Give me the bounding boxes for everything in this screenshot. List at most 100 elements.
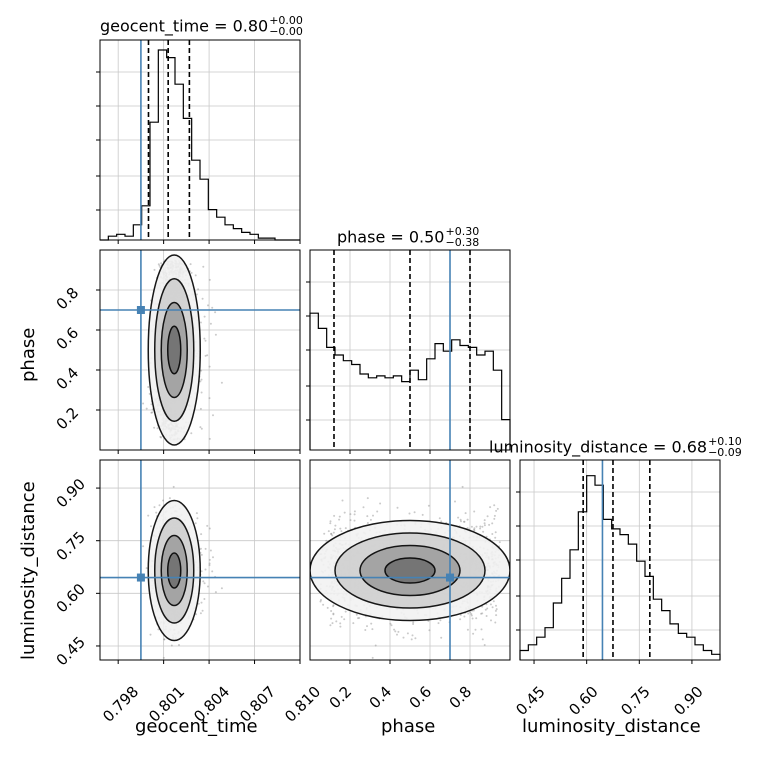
sample-point xyxy=(469,611,472,614)
sample-point xyxy=(490,619,492,622)
sample-point xyxy=(483,644,486,646)
sample-point xyxy=(364,629,367,631)
sample-point xyxy=(194,274,197,277)
sample-point xyxy=(358,617,361,619)
sample-point xyxy=(473,527,476,530)
axes-geocent_time-luminosity_distance xyxy=(99,459,301,661)
sample-point xyxy=(474,628,477,631)
sample-point xyxy=(207,585,209,588)
sample-point xyxy=(473,528,475,531)
sample-point xyxy=(427,504,430,507)
sample-point xyxy=(190,432,193,435)
sample-point xyxy=(162,499,165,502)
sample-point xyxy=(199,407,202,410)
sample-point xyxy=(366,515,369,518)
sample-point xyxy=(199,547,202,550)
scatter-phase-luminosity_distance xyxy=(310,485,510,671)
sample-point xyxy=(440,520,443,523)
sample-point xyxy=(203,315,206,318)
sample-point xyxy=(208,278,211,281)
sample-point xyxy=(189,263,192,266)
sample-point xyxy=(189,669,191,671)
sample-point xyxy=(208,397,211,400)
density-contour xyxy=(166,552,182,589)
sample-point xyxy=(369,518,372,521)
sample-point xyxy=(390,624,393,627)
sample-point xyxy=(495,604,497,607)
sample-point xyxy=(208,564,211,567)
sample-point xyxy=(197,288,200,291)
sample-point xyxy=(428,629,431,632)
sample-point xyxy=(467,612,470,615)
sample-point xyxy=(168,497,171,500)
sample-point xyxy=(480,612,483,615)
sample-point xyxy=(370,622,373,625)
sample-point xyxy=(332,605,335,608)
sample-point xyxy=(331,622,334,625)
sample-point xyxy=(178,644,180,646)
sample-point xyxy=(483,519,486,522)
sample-point xyxy=(211,306,214,309)
sample-point xyxy=(326,606,329,609)
sample-point xyxy=(338,518,341,521)
sample-point xyxy=(470,525,473,528)
sample-point xyxy=(204,568,207,571)
sample-point xyxy=(200,427,203,430)
sample-point xyxy=(147,386,150,388)
sample-point xyxy=(159,435,162,438)
sample-point xyxy=(333,528,336,531)
sample-point xyxy=(158,264,161,267)
sample-point xyxy=(329,624,332,627)
sample-point xyxy=(202,580,205,583)
sample-point xyxy=(208,562,211,565)
sample-point xyxy=(491,522,494,525)
sample-point xyxy=(329,522,332,525)
sample-point xyxy=(149,633,152,636)
sample-point xyxy=(413,511,416,514)
sample-point xyxy=(464,512,467,515)
sample-point xyxy=(481,612,484,615)
sample-point xyxy=(200,533,203,536)
sample-point xyxy=(417,669,419,671)
sample-point xyxy=(196,517,199,520)
sample-point xyxy=(486,515,489,518)
sample-point xyxy=(153,426,156,429)
sample-point xyxy=(402,636,405,639)
sample-point xyxy=(190,271,193,274)
sample-point xyxy=(454,500,456,503)
sample-point xyxy=(461,485,464,488)
sample-point xyxy=(212,556,214,559)
sample-point xyxy=(163,638,166,641)
sample-point xyxy=(142,402,145,405)
sample-point xyxy=(396,633,398,636)
sample-point xyxy=(491,533,494,535)
sample-point xyxy=(410,638,413,641)
sample-point xyxy=(480,628,483,631)
sample-point xyxy=(319,600,322,603)
sample-point xyxy=(201,609,204,612)
sample-point xyxy=(160,436,163,439)
sample-point xyxy=(163,638,166,641)
sample-point xyxy=(172,485,175,488)
sample-point xyxy=(352,622,355,625)
truth-marker xyxy=(446,573,454,582)
sample-point xyxy=(470,613,473,615)
sample-point xyxy=(349,519,352,522)
sample-point xyxy=(214,591,217,594)
sample-point xyxy=(349,513,352,516)
sample-point xyxy=(463,615,466,618)
sample-point xyxy=(481,638,484,641)
sample-point xyxy=(406,632,409,635)
sample-point xyxy=(207,304,209,307)
sample-point xyxy=(459,518,462,521)
sample-point xyxy=(199,426,202,429)
sample-point xyxy=(332,604,335,607)
sample-point xyxy=(145,567,148,570)
sample-point xyxy=(466,527,469,530)
sample-point xyxy=(199,321,202,324)
truth-marker xyxy=(136,306,145,314)
sample-point xyxy=(488,523,491,526)
sample-point xyxy=(150,411,153,414)
sample-point xyxy=(332,613,335,616)
